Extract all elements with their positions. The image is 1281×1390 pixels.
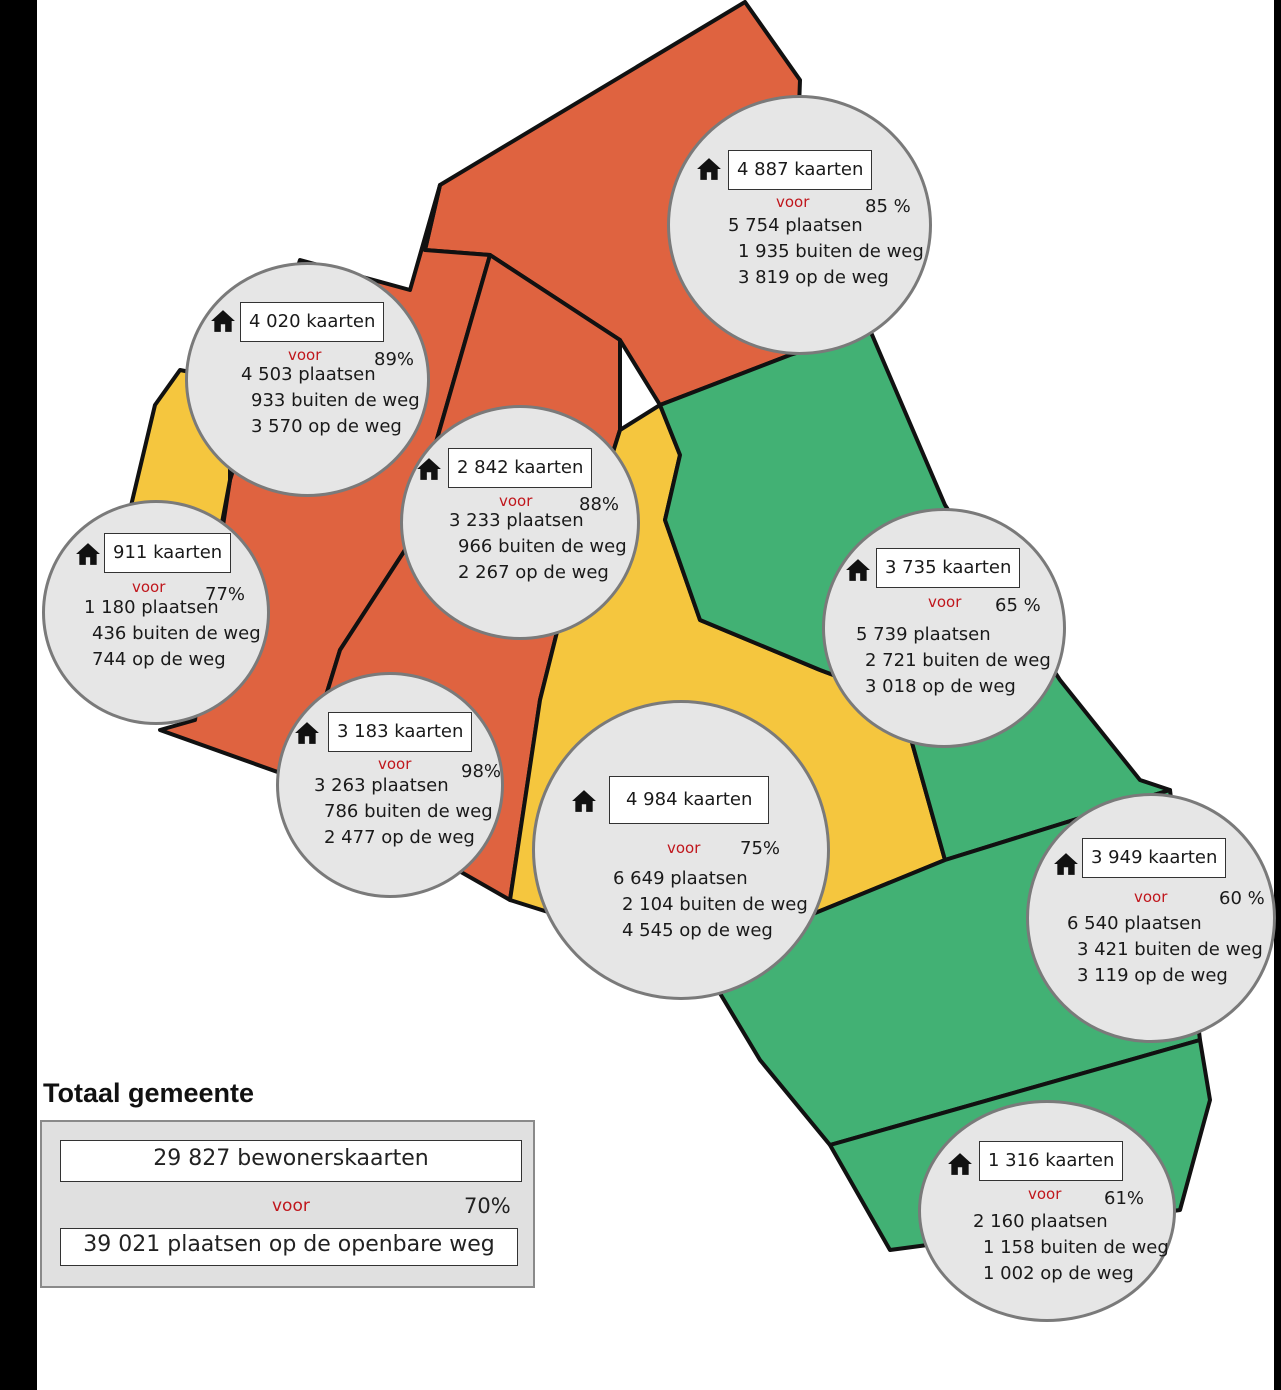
district-bubble[interactable]: 4 887 kaarten voor 85 % 5 754 plaatsen 1… xyxy=(667,95,932,355)
places-total: 3 263 plaatsen xyxy=(314,775,449,796)
coverage-percent: 85 % xyxy=(865,196,911,217)
coverage-percent: 75% xyxy=(740,838,781,859)
district-bubble[interactable]: 3 949 kaarten voor 60 % 6 540 plaatsen 3… xyxy=(1026,793,1276,1043)
coverage-percent: 65 % xyxy=(995,595,1041,616)
places-on-road: 2 267 op de weg xyxy=(458,562,609,583)
places-on-road: 1 002 op de weg xyxy=(983,1263,1134,1284)
cards-count: 911 kaarten xyxy=(104,533,232,573)
voor-label: voor xyxy=(499,492,533,510)
places-off-road: 2 721 buiten de weg xyxy=(865,650,1051,671)
total-places: 39 021 plaatsen op de openbare weg xyxy=(60,1228,518,1266)
left-black-edge xyxy=(0,0,37,1390)
places-on-road: 3 570 op de weg xyxy=(251,416,402,437)
places-off-road: 786 buiten de weg xyxy=(324,801,493,822)
voor-label: voor xyxy=(667,839,701,857)
right-black-edge xyxy=(1274,0,1281,1390)
places-total: 4 503 plaatsen xyxy=(241,364,376,385)
coverage-percent: 88% xyxy=(579,494,620,515)
places-on-road: 2 477 op de weg xyxy=(324,827,475,848)
total-coverage-percent: 70% xyxy=(464,1194,511,1218)
places-off-road: 3 421 buiten de weg xyxy=(1077,939,1263,960)
home-icon xyxy=(1054,853,1078,875)
places-on-road: 4 545 op de weg xyxy=(622,920,773,941)
district-bubble[interactable]: 3 735 kaarten voor 65 % 5 739 plaatsen 2… xyxy=(822,508,1066,748)
voor-label: voor xyxy=(776,193,810,211)
places-off-road: 1 158 buiten de weg xyxy=(983,1237,1169,1258)
voor-label: voor xyxy=(1134,888,1168,906)
places-total: 1 180 plaatsen xyxy=(84,597,219,618)
district-bubble[interactable]: 4 984 kaarten voor 75% 6 649 plaatsen 2 … xyxy=(532,700,830,1000)
home-icon xyxy=(417,458,441,480)
home-icon xyxy=(572,790,596,812)
coverage-percent: 98% xyxy=(461,761,502,782)
places-on-road: 744 op de weg xyxy=(92,649,226,670)
total-title: Totaal gemeente xyxy=(43,1078,255,1108)
places-total: 6 540 plaatsen xyxy=(1067,913,1202,934)
voor-label: voor xyxy=(1028,1185,1062,1203)
voor-label: voor xyxy=(928,593,962,611)
cards-count: 4 887 kaarten xyxy=(728,150,873,190)
places-on-road: 3 119 op de weg xyxy=(1077,965,1228,986)
coverage-percent: 77% xyxy=(205,584,246,605)
places-off-road: 436 buiten de weg xyxy=(92,623,261,644)
total-panel: 29 827 bewonerskaarten voor 70% 39 021 p… xyxy=(40,1120,535,1288)
district-bubble[interactable]: 1 316 kaarten voor 61% 2 160 plaatsen 1 … xyxy=(918,1100,1176,1322)
places-on-road: 3 018 op de weg xyxy=(865,676,1016,697)
coverage-percent: 89% xyxy=(374,349,415,370)
places-total: 5 739 plaatsen xyxy=(856,624,991,645)
cards-count: 3 735 kaarten xyxy=(876,548,1021,588)
voor-label: voor xyxy=(288,346,322,364)
coverage-percent: 60 % xyxy=(1219,888,1265,909)
district-bubble[interactable]: 3 183 kaarten voor 98% 3 263 plaatsen 78… xyxy=(276,672,504,898)
cards-count: 3 949 kaarten xyxy=(1082,838,1227,878)
places-off-road: 1 935 buiten de weg xyxy=(738,241,924,262)
cards-count: 2 842 kaarten xyxy=(448,448,593,488)
district-bubble[interactable]: 4 020 kaarten voor 89% 4 503 plaatsen 93… xyxy=(185,262,430,497)
home-icon xyxy=(211,310,235,332)
voor-label: voor xyxy=(132,578,166,596)
home-icon xyxy=(295,722,319,744)
home-icon xyxy=(948,1153,972,1175)
home-icon xyxy=(846,559,870,581)
total-cards: 29 827 bewonerskaarten xyxy=(60,1140,522,1182)
places-total: 5 754 plaatsen xyxy=(728,215,863,236)
places-total: 3 233 plaatsen xyxy=(449,510,584,531)
cards-count: 4 020 kaarten xyxy=(240,302,385,342)
cards-count: 4 984 kaarten xyxy=(609,776,770,824)
places-on-road: 3 819 op de weg xyxy=(738,267,889,288)
total-voor-label: voor xyxy=(272,1196,310,1216)
cards-count: 3 183 kaarten xyxy=(328,712,473,752)
district-bubble[interactable]: 911 kaarten voor 77% 1 180 plaatsen 436 … xyxy=(42,500,270,725)
places-total: 6 649 plaatsen xyxy=(613,868,748,889)
home-icon xyxy=(697,158,721,180)
places-off-road: 933 buiten de weg xyxy=(251,390,420,411)
places-total: 2 160 plaatsen xyxy=(973,1211,1108,1232)
cards-count: 1 316 kaarten xyxy=(979,1141,1124,1181)
places-off-road: 2 104 buiten de weg xyxy=(622,894,808,915)
district-bubble[interactable]: 2 842 kaarten voor 88% 3 233 plaatsen 96… xyxy=(400,405,640,640)
voor-label: voor xyxy=(378,755,412,773)
coverage-percent: 61% xyxy=(1104,1188,1145,1209)
home-icon xyxy=(76,543,100,565)
places-off-road: 966 buiten de weg xyxy=(458,536,627,557)
